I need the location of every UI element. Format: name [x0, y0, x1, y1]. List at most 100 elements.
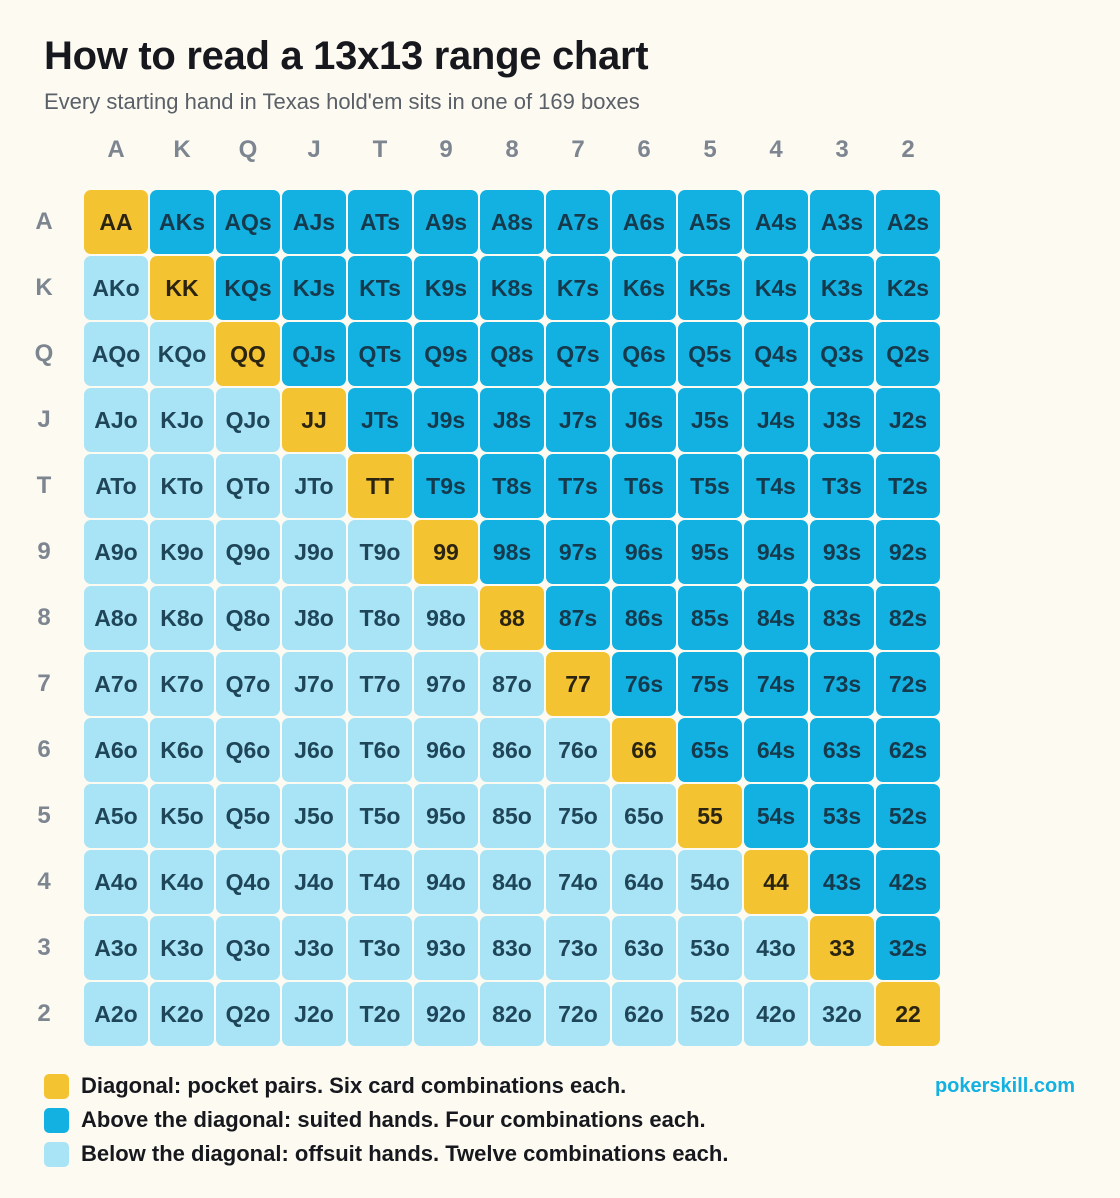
hand-cell-offsuit: A5o: [84, 784, 148, 848]
hand-cell-offsuit: J6o: [282, 718, 346, 782]
column-label: Q: [238, 136, 258, 163]
hand-cell-suited: 62s: [876, 718, 940, 782]
hand-cell-suited: A2s: [876, 190, 940, 254]
hand-cell-offsuit: JTo: [282, 454, 346, 518]
hand-cell-pair: JJ: [282, 388, 346, 452]
hand-cell-suited: A9s: [414, 190, 478, 254]
hand-cell-offsuit: J9o: [282, 520, 346, 584]
hand-cell-suited: 97s: [546, 520, 610, 584]
hand-cell-offsuit: A7o: [84, 652, 148, 716]
column-label: 8: [505, 136, 519, 163]
hand-cell-suited: T3s: [810, 454, 874, 518]
row-label: 7: [37, 670, 51, 697]
hand-cell-suited: Q3s: [810, 322, 874, 386]
hand-cell-suited: KQs: [216, 256, 280, 320]
hand-cell-suited: 94s: [744, 520, 808, 584]
hand-cell-suited: Q9s: [414, 322, 478, 386]
hand-cell-suited: 65s: [678, 718, 742, 782]
hand-cell-offsuit: K9o: [150, 520, 214, 584]
hand-cell-offsuit: Q4o: [216, 850, 280, 914]
hand-cell-suited: 95s: [678, 520, 742, 584]
hand-cell-suited: 82s: [876, 586, 940, 650]
hand-cell-suited: A3s: [810, 190, 874, 254]
hand-cell-offsuit: T2o: [348, 982, 412, 1046]
hand-cell-suited: K3s: [810, 256, 874, 320]
hand-cell-offsuit: 92o: [414, 982, 478, 1046]
hand-cell-suited: QTs: [348, 322, 412, 386]
hand-cell-suited: 85s: [678, 586, 742, 650]
hand-cell-suited: A4s: [744, 190, 808, 254]
hand-cell-suited: 63s: [810, 718, 874, 782]
hand-cell-suited: T7s: [546, 454, 610, 518]
hand-cell-suited: KTs: [348, 256, 412, 320]
hand-cell-suited: 86s: [612, 586, 676, 650]
hand-cell-offsuit: T6o: [348, 718, 412, 782]
hand-cell-offsuit: J3o: [282, 916, 346, 980]
hand-cell-suited: K2s: [876, 256, 940, 320]
row-label: J: [37, 406, 51, 433]
hand-cell-suited: AKs: [150, 190, 214, 254]
hand-cell-suited: 84s: [744, 586, 808, 650]
hand-cell-offsuit: A4o: [84, 850, 148, 914]
column-label: A: [107, 136, 125, 163]
hand-cell-suited: ATs: [348, 190, 412, 254]
hand-cell-offsuit: J4o: [282, 850, 346, 914]
hand-cell-suited: Q7s: [546, 322, 610, 386]
hand-cell-offsuit: K3o: [150, 916, 214, 980]
hand-cell-suited: JTs: [348, 388, 412, 452]
hand-cell-suited: J3s: [810, 388, 874, 452]
hand-cell-pair: 33: [810, 916, 874, 980]
hand-cell-offsuit: 82o: [480, 982, 544, 1046]
hand-cell-offsuit: 85o: [480, 784, 544, 848]
hand-cell-offsuit: Q5o: [216, 784, 280, 848]
row-label: A: [35, 208, 53, 235]
row-label: T: [36, 472, 52, 499]
hand-cell-offsuit: K5o: [150, 784, 214, 848]
hand-cell-offsuit: 87o: [480, 652, 544, 716]
hand-cell-offsuit: Q9o: [216, 520, 280, 584]
hand-cell-suited: 87s: [546, 586, 610, 650]
hand-cell-offsuit: T9o: [348, 520, 412, 584]
column-label: 7: [571, 136, 585, 163]
hand-cell-suited: 73s: [810, 652, 874, 716]
column-label: K: [173, 136, 191, 163]
row-label: 9: [37, 538, 51, 565]
hand-cell-pair: 22: [876, 982, 940, 1046]
hand-cell-offsuit: 43o: [744, 916, 808, 980]
hand-cell-pair: 44: [744, 850, 808, 914]
hand-cell-offsuit: J8o: [282, 586, 346, 650]
hand-cell-suited: Q8s: [480, 322, 544, 386]
chart-title: How to read a 13x13 range chart: [44, 34, 649, 78]
hand-cell-offsuit: J2o: [282, 982, 346, 1046]
hand-cell-pair: 88: [480, 586, 544, 650]
hand-cell-suited: 72s: [876, 652, 940, 716]
row-label: 6: [37, 736, 51, 763]
hand-cell-offsuit: Q7o: [216, 652, 280, 716]
legend-swatch-pair: [44, 1074, 69, 1099]
hand-cell-offsuit: A2o: [84, 982, 148, 1046]
hand-cell-suited: 92s: [876, 520, 940, 584]
brand-link[interactable]: pokerskill.com: [934, 1075, 1075, 1097]
hand-cell-pair: 66: [612, 718, 676, 782]
hand-cell-offsuit: AKo: [84, 256, 148, 320]
hand-cell-suited: J8s: [480, 388, 544, 452]
column-label: 6: [637, 136, 651, 163]
hand-cell-offsuit: 96o: [414, 718, 478, 782]
hand-cell-offsuit: AQo: [84, 322, 148, 386]
hand-cell-offsuit: 95o: [414, 784, 478, 848]
hand-cell-offsuit: ATo: [84, 454, 148, 518]
hand-cell-suited: 75s: [678, 652, 742, 716]
hand-cell-pair: AA: [84, 190, 148, 254]
hand-cell-offsuit: 84o: [480, 850, 544, 914]
hand-cell-offsuit: 98o: [414, 586, 478, 650]
hand-cell-suited: K4s: [744, 256, 808, 320]
hand-cell-offsuit: 54o: [678, 850, 742, 914]
range-grid: AA AKs AQs AJs ATs A9s A8s A7s A6s A5s A4s A3s A2s AK…: [84, 190, 942, 1048]
hand-cell-suited: Q6s: [612, 322, 676, 386]
hand-cell-offsuit: K7o: [150, 652, 214, 716]
hand-cell-suited: 96s: [612, 520, 676, 584]
hand-cell-offsuit: J5o: [282, 784, 346, 848]
hand-cell-pair: 99: [414, 520, 478, 584]
hand-cell-suited: J7s: [546, 388, 610, 452]
legend-label-pocket-pairs: Diagonal: pocket pairs. Six card combina…: [81, 1073, 627, 1098]
